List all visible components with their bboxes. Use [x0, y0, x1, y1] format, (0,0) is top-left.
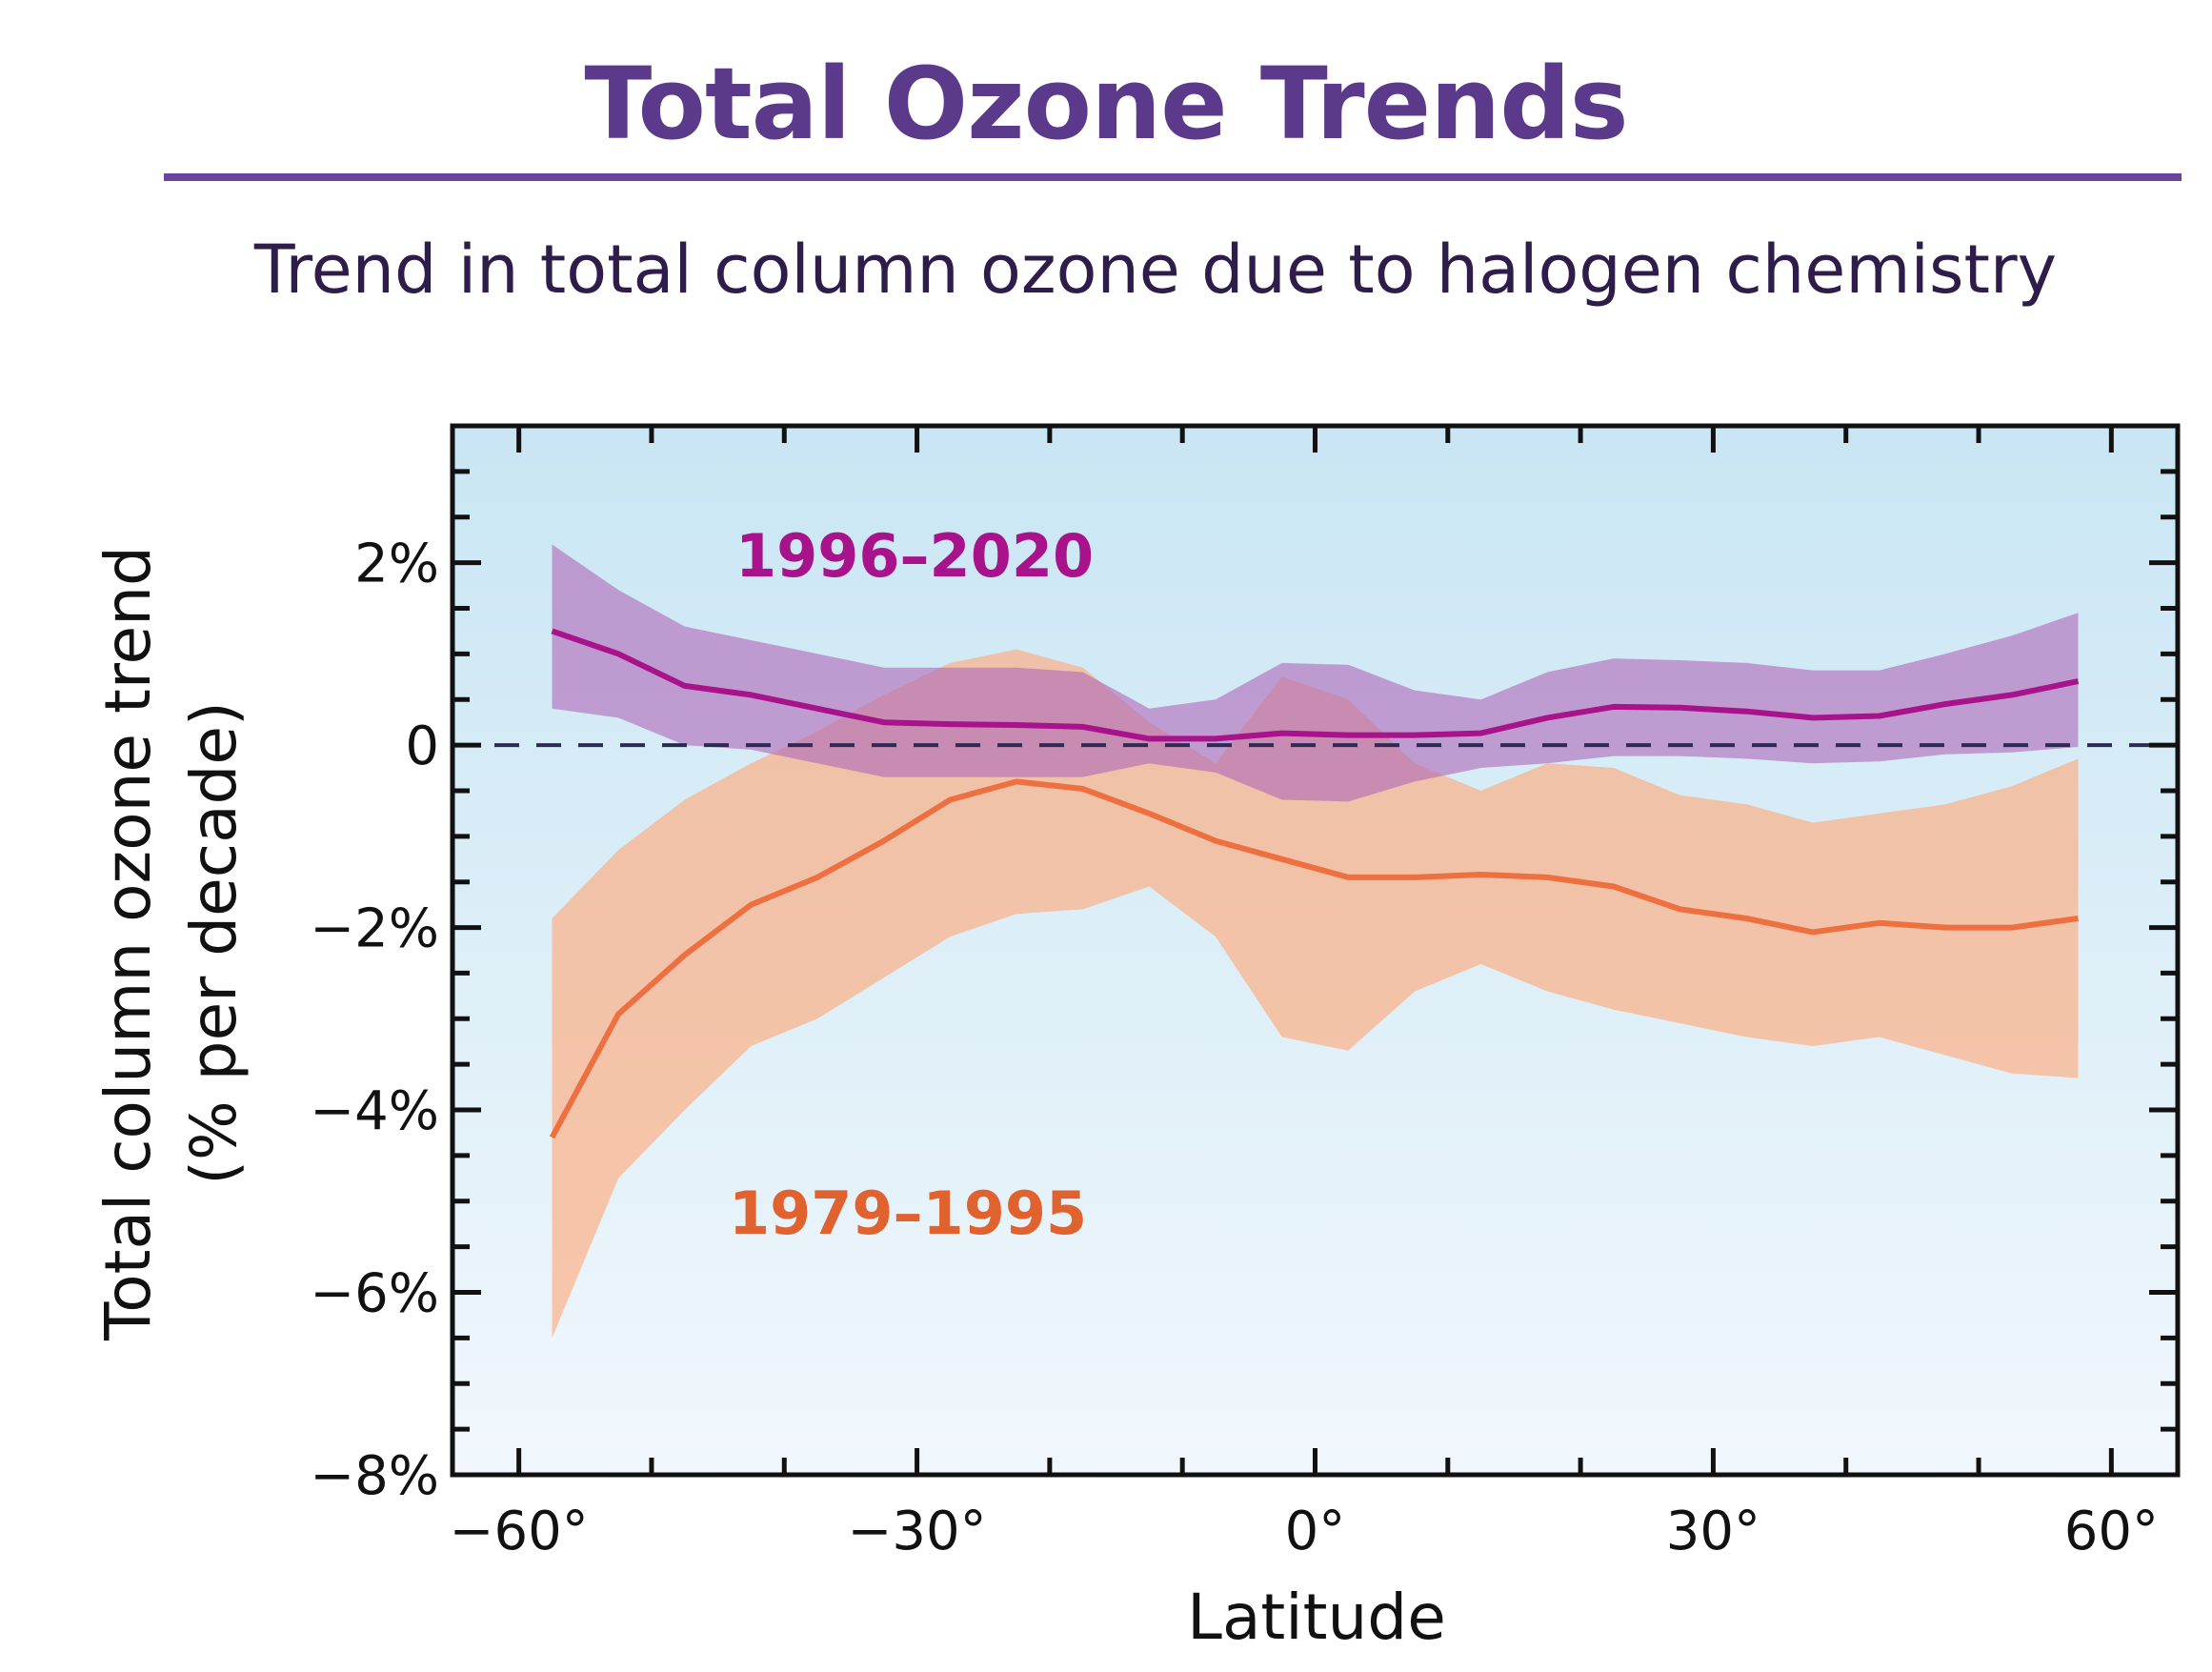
- x-tick-label: −60°: [450, 1501, 589, 1562]
- x-tick-label: −30°: [847, 1501, 986, 1562]
- title-divider: [164, 173, 2182, 181]
- y-tick-label: 2%: [354, 534, 439, 595]
- trend-line-1979-1995: [549, 778, 2079, 1139]
- uncertainty-band-1996-2020: [552, 544, 2079, 802]
- series-label-1996-2020: 1996–2020: [735, 521, 1094, 591]
- y-tick-label: 0: [405, 715, 439, 777]
- y-axis-title-line-1: Total column ozone trend: [91, 546, 165, 1341]
- uncertainty-band-1979-1995: [552, 649, 2079, 1339]
- y-tick-label: −6%: [310, 1263, 439, 1325]
- x-tick-label: 60°: [2064, 1501, 2159, 1562]
- trend-line-1996-2020: [551, 628, 2080, 742]
- x-tick-label: 0°: [1285, 1501, 1346, 1562]
- x-tick-label: 30°: [1666, 1501, 1760, 1562]
- series-label-1979-1995: 1979–1995: [729, 1178, 1087, 1248]
- y-axis-title-line-2: (% per decade): [177, 701, 251, 1185]
- chart-title: Total Ozone Trends: [584, 46, 1628, 162]
- chart-subtitle: Trend in total column ozone due to halog…: [253, 231, 2058, 309]
- y-tick-label: −8%: [310, 1445, 439, 1507]
- x-axis-title: Latitude: [1187, 1581, 1446, 1654]
- y-tick-label: −2%: [310, 898, 439, 960]
- y-tick-label: −4%: [310, 1080, 439, 1142]
